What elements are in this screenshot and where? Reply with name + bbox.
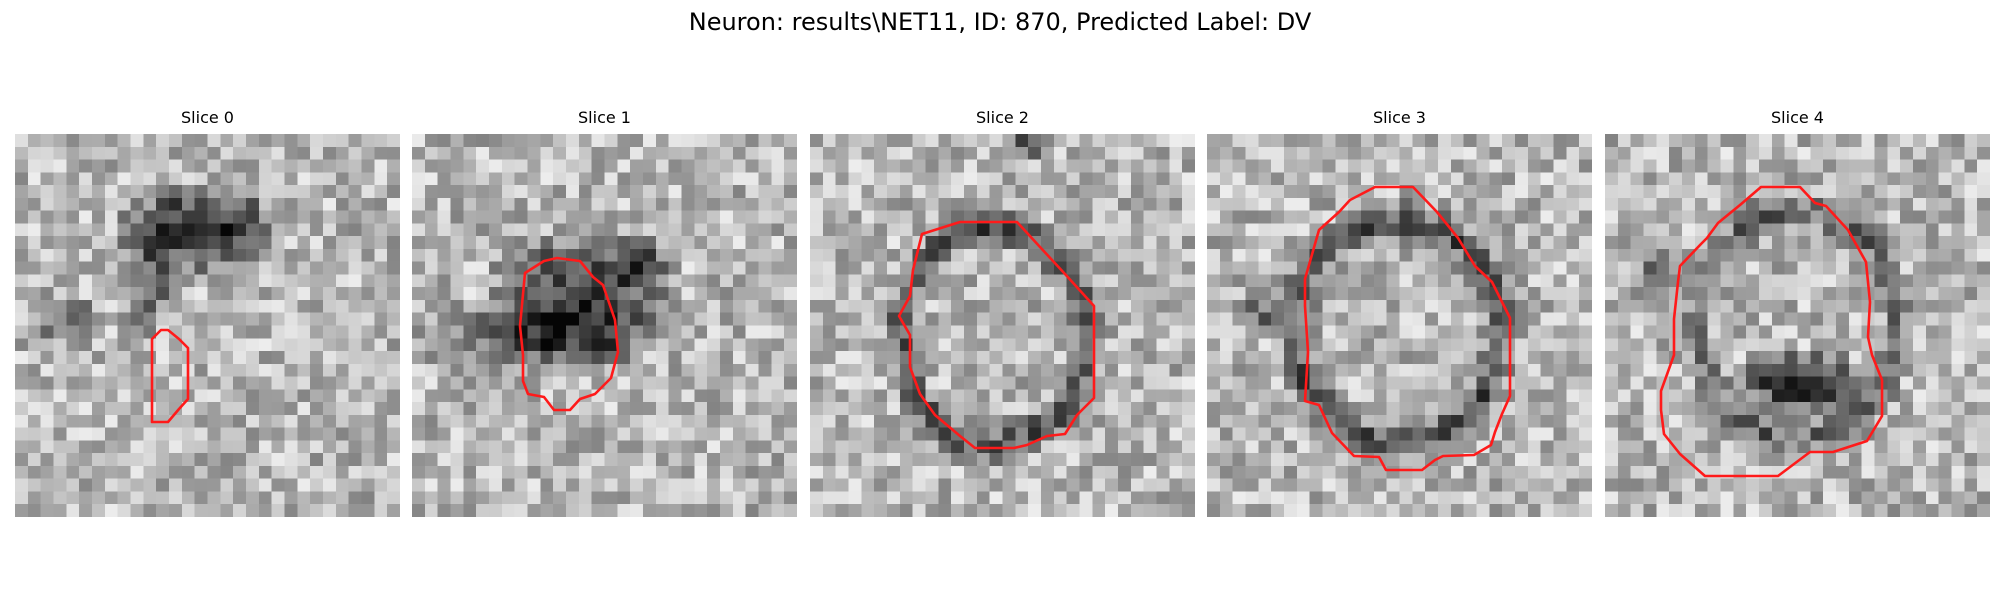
slice-3-roi-outline [1303,185,1512,472]
slice-3-title: Slice 3 [1373,108,1426,127]
figure-title: Neuron: results\NET11, ID: 870, Predicte… [688,8,1312,36]
slice-4-title: Slice 4 [1771,108,1824,127]
slice-4-image [1605,134,1990,517]
slice-1-image [412,134,797,517]
slice-3-image [1207,134,1592,517]
slice-2-image [810,134,1195,517]
slice-1-title: Slice 1 [578,108,631,127]
slice-0-image [15,134,400,517]
slice-0-title: Slice 0 [181,108,234,127]
slice-1-roi-outline [518,256,620,412]
slice-2-title: Slice 2 [976,108,1029,127]
slice-2-roi-outline [897,220,1096,450]
slice-0-roi-outline [150,328,190,424]
slice-4-roi-outline [1659,185,1884,478]
